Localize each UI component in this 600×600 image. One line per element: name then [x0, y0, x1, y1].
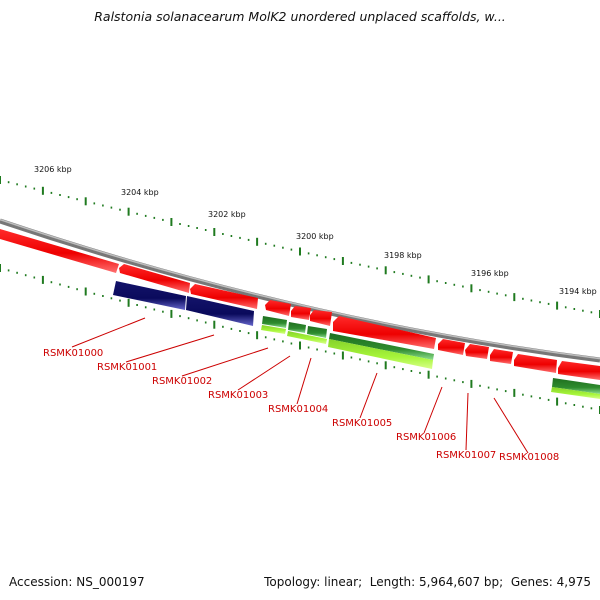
gene-label[interactable]: RSMK01003	[208, 390, 268, 401]
rna-track	[113, 281, 254, 326]
gene-feature[interactable]	[265, 300, 291, 316]
gene-label[interactable]: RSMK01005	[332, 418, 392, 429]
accession-label: Accession:	[9, 575, 73, 589]
gene-feature[interactable]	[490, 349, 513, 364]
gene-feature[interactable]	[465, 344, 489, 359]
reverse-strand-track	[261, 316, 600, 399]
length-label: Length:	[369, 575, 416, 589]
sequence-backbone	[0, 218, 600, 363]
gene-feature[interactable]	[0, 229, 119, 273]
gene-feature[interactable]	[190, 284, 258, 309]
operon-feature[interactable]	[261, 325, 286, 334]
ruler-labels: 3206 kbp 3204 kbp 3202 kbp 3200 kbp 3198…	[34, 165, 597, 296]
gene-label[interactable]: RSMK01008	[499, 452, 559, 463]
gene-label[interactable]: RSMK01006	[396, 432, 456, 443]
topology-label: Topology:	[264, 575, 321, 589]
gene-labels: RSMK01000 RSMK01001 RSMK01002 RSMK01003 …	[43, 348, 559, 463]
sequence-summary: Topology: linear; Length: 5,964,607 bp; …	[264, 575, 591, 589]
operon-feature[interactable]	[552, 378, 600, 394]
ruler-label: 3202 kbp	[208, 210, 246, 219]
position-ruler	[0, 176, 600, 318]
accession-info: Accession: NS_000197	[9, 575, 145, 589]
gene-label[interactable]: RSMK01001	[97, 362, 157, 373]
forward-strand-track	[0, 229, 600, 380]
ruler-label: 3204 kbp	[121, 188, 159, 197]
ruler-label: 3194 kbp	[559, 287, 597, 296]
ruler-label: 3200 kbp	[296, 232, 334, 241]
operon-feature[interactable]	[328, 339, 433, 369]
gene-feature[interactable]	[514, 354, 557, 373]
gene-feature[interactable]	[333, 316, 436, 349]
rna-feature[interactable]	[186, 296, 254, 326]
genes-label: Genes:	[510, 575, 553, 589]
map-title: Ralstonia solanacearum MolK2 unordered u…	[94, 9, 506, 24]
gene-feature[interactable]	[438, 339, 465, 355]
rna-feature[interactable]	[113, 281, 186, 310]
operon-feature[interactable]	[287, 331, 327, 344]
length-value: 5,964,607 bp	[419, 575, 500, 589]
gene-feature[interactable]	[558, 361, 600, 380]
gene-feature[interactable]	[291, 306, 311, 320]
topology-value: linear	[324, 575, 359, 589]
label-callouts	[71, 317, 529, 454]
gene-feature[interactable]	[310, 310, 332, 326]
gene-feature[interactable]	[119, 264, 190, 293]
operon-feature[interactable]	[307, 326, 327, 338]
gene-label[interactable]: RSMK01007	[436, 450, 496, 461]
gene-label[interactable]: RSMK01000	[43, 348, 103, 359]
ruler-label: 3206 kbp	[34, 165, 72, 174]
genes-value: 4,975	[556, 575, 591, 589]
ruler-label: 3198 kbp	[384, 251, 422, 260]
operon-feature[interactable]	[329, 333, 434, 360]
gene-label[interactable]: RSMK01002	[152, 376, 212, 387]
ruler-label: 3196 kbp	[471, 269, 509, 278]
lower-scale-guide	[0, 264, 600, 414]
gene-label[interactable]: RSMK01004	[268, 404, 328, 415]
operon-feature[interactable]	[262, 316, 287, 328]
operon-feature[interactable]	[551, 387, 600, 399]
accession-value: NS_000197	[76, 575, 145, 589]
operon-feature[interactable]	[288, 322, 306, 333]
